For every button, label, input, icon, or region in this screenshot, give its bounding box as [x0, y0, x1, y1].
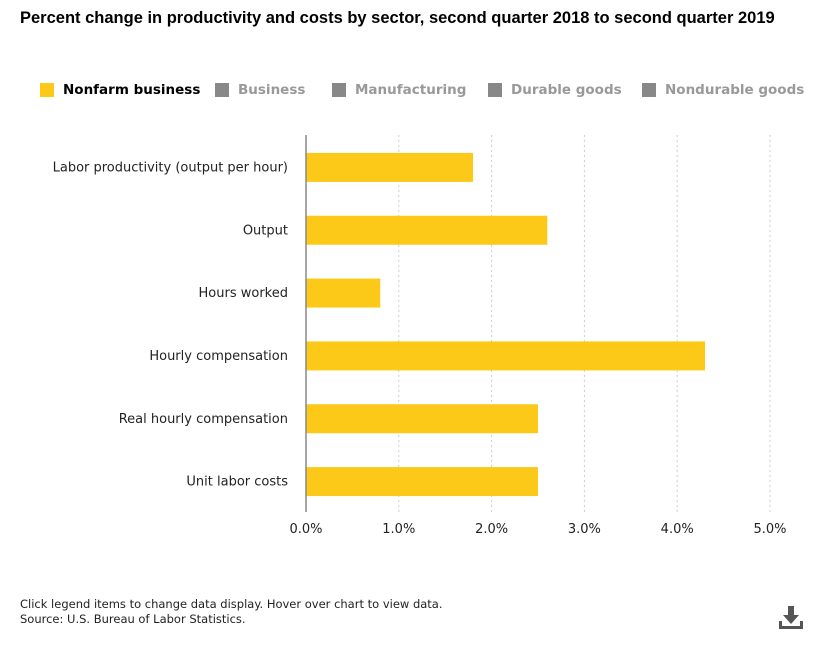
- legend-item-nondurable-goods[interactable]: Nondurable goods: [642, 80, 804, 100]
- x-tick-label: 0.0%: [289, 522, 322, 537]
- bar[interactable]: [306, 404, 538, 434]
- category-label: Real hourly compensation: [119, 412, 288, 427]
- legend-item-durable-goods[interactable]: Durable goods: [488, 80, 622, 100]
- footnote-source: Source: U.S. Bureau of Labor Statistics.: [20, 612, 246, 626]
- bar[interactable]: [306, 152, 474, 182]
- bar[interactable]: [306, 467, 538, 497]
- legend-swatch: [642, 83, 656, 97]
- category-label: Hourly compensation: [149, 349, 288, 364]
- legend-label: Nondurable goods: [665, 82, 805, 98]
- legend-item-manufacturing[interactable]: Manufacturing: [332, 80, 466, 100]
- chart-title: Percent change in productivity and costs…: [20, 9, 775, 27]
- legend-swatch: [488, 83, 502, 97]
- legend-label: Nonfarm business: [63, 82, 201, 98]
- bar[interactable]: [306, 278, 381, 308]
- legend-label: Durable goods: [511, 82, 622, 98]
- x-tick-label: 3.0%: [568, 522, 601, 537]
- category-label: Output: [243, 223, 288, 238]
- category-label: Hours worked: [199, 286, 288, 301]
- bar-chart[interactable]: Labor productivity (output per hour) Outp…: [0, 120, 815, 550]
- x-tick-label: 1.0%: [382, 522, 415, 537]
- legend-swatch: [215, 83, 229, 97]
- x-tick-label: 4.0%: [661, 522, 694, 537]
- category-label: Labor productivity (output per hour): [53, 160, 288, 175]
- download-icon: [779, 606, 803, 629]
- legend-label: Business: [238, 82, 306, 98]
- footnote-instructions: Click legend items to change data displa…: [20, 597, 443, 611]
- bar[interactable]: [306, 341, 706, 371]
- legend-item-business[interactable]: Business: [215, 80, 305, 100]
- x-tick-label: 5.0%: [753, 522, 786, 537]
- legend-swatch: [332, 83, 346, 97]
- download-button[interactable]: [776, 603, 806, 633]
- legend-item-nonfarm-business[interactable]: Nonfarm business: [40, 80, 200, 100]
- bar[interactable]: [306, 215, 548, 245]
- legend-label: Manufacturing: [355, 82, 467, 98]
- legend: Nonfarm business Business Manufacturing …: [40, 80, 810, 100]
- x-tick-label: 2.0%: [475, 522, 508, 537]
- legend-swatch: [40, 83, 54, 97]
- category-label: Unit labor costs: [186, 475, 288, 490]
- footnote: Click legend items to change data displa…: [20, 597, 443, 627]
